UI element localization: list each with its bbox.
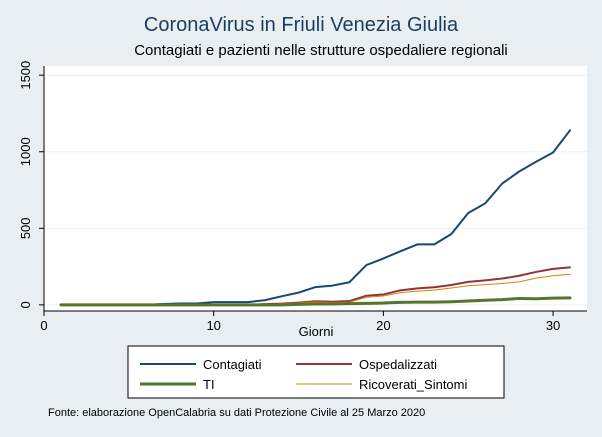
legend-label-ospedalizzati: Ospedalizzati: [359, 357, 437, 372]
y-tick-label: 1500: [18, 61, 33, 90]
y-tick-label: 1000: [18, 137, 33, 166]
series-layer: [59, 129, 572, 307]
legend-label-ti: TI: [203, 377, 215, 392]
x-tick-label: 30: [546, 318, 560, 333]
legend-label-ricoverati-sintomi: Ricoverati_Sintomi: [359, 377, 467, 392]
source-note: Fonte: elaborazione OpenCalabria su dati…: [48, 407, 425, 419]
legend-label-contagiati: Contagiati: [203, 357, 262, 372]
x-tick-label: 0: [40, 318, 47, 333]
x-tick-label: 20: [376, 318, 390, 333]
legend: Contagiati Ospedalizzati TI Ricoverati_Sint…: [140, 357, 467, 392]
legend-box: [127, 345, 505, 399]
x-tick-label: 10: [206, 318, 220, 333]
axis-ticks: 0 500 1000 1500 0 10 20 30: [18, 61, 560, 333]
y-tick-label: 500: [18, 217, 33, 239]
y-tick-label: 0: [18, 301, 33, 308]
chart-title: CoronaVirus in Friuli Venezia Giulia: [144, 14, 459, 36]
plot-area: [44, 66, 587, 311]
x-axis-title: Giorni: [299, 324, 334, 339]
chart-subtitle: Contagiati e pazienti nelle strutture os…: [134, 42, 508, 59]
series-line-ti: [59, 296, 572, 307]
